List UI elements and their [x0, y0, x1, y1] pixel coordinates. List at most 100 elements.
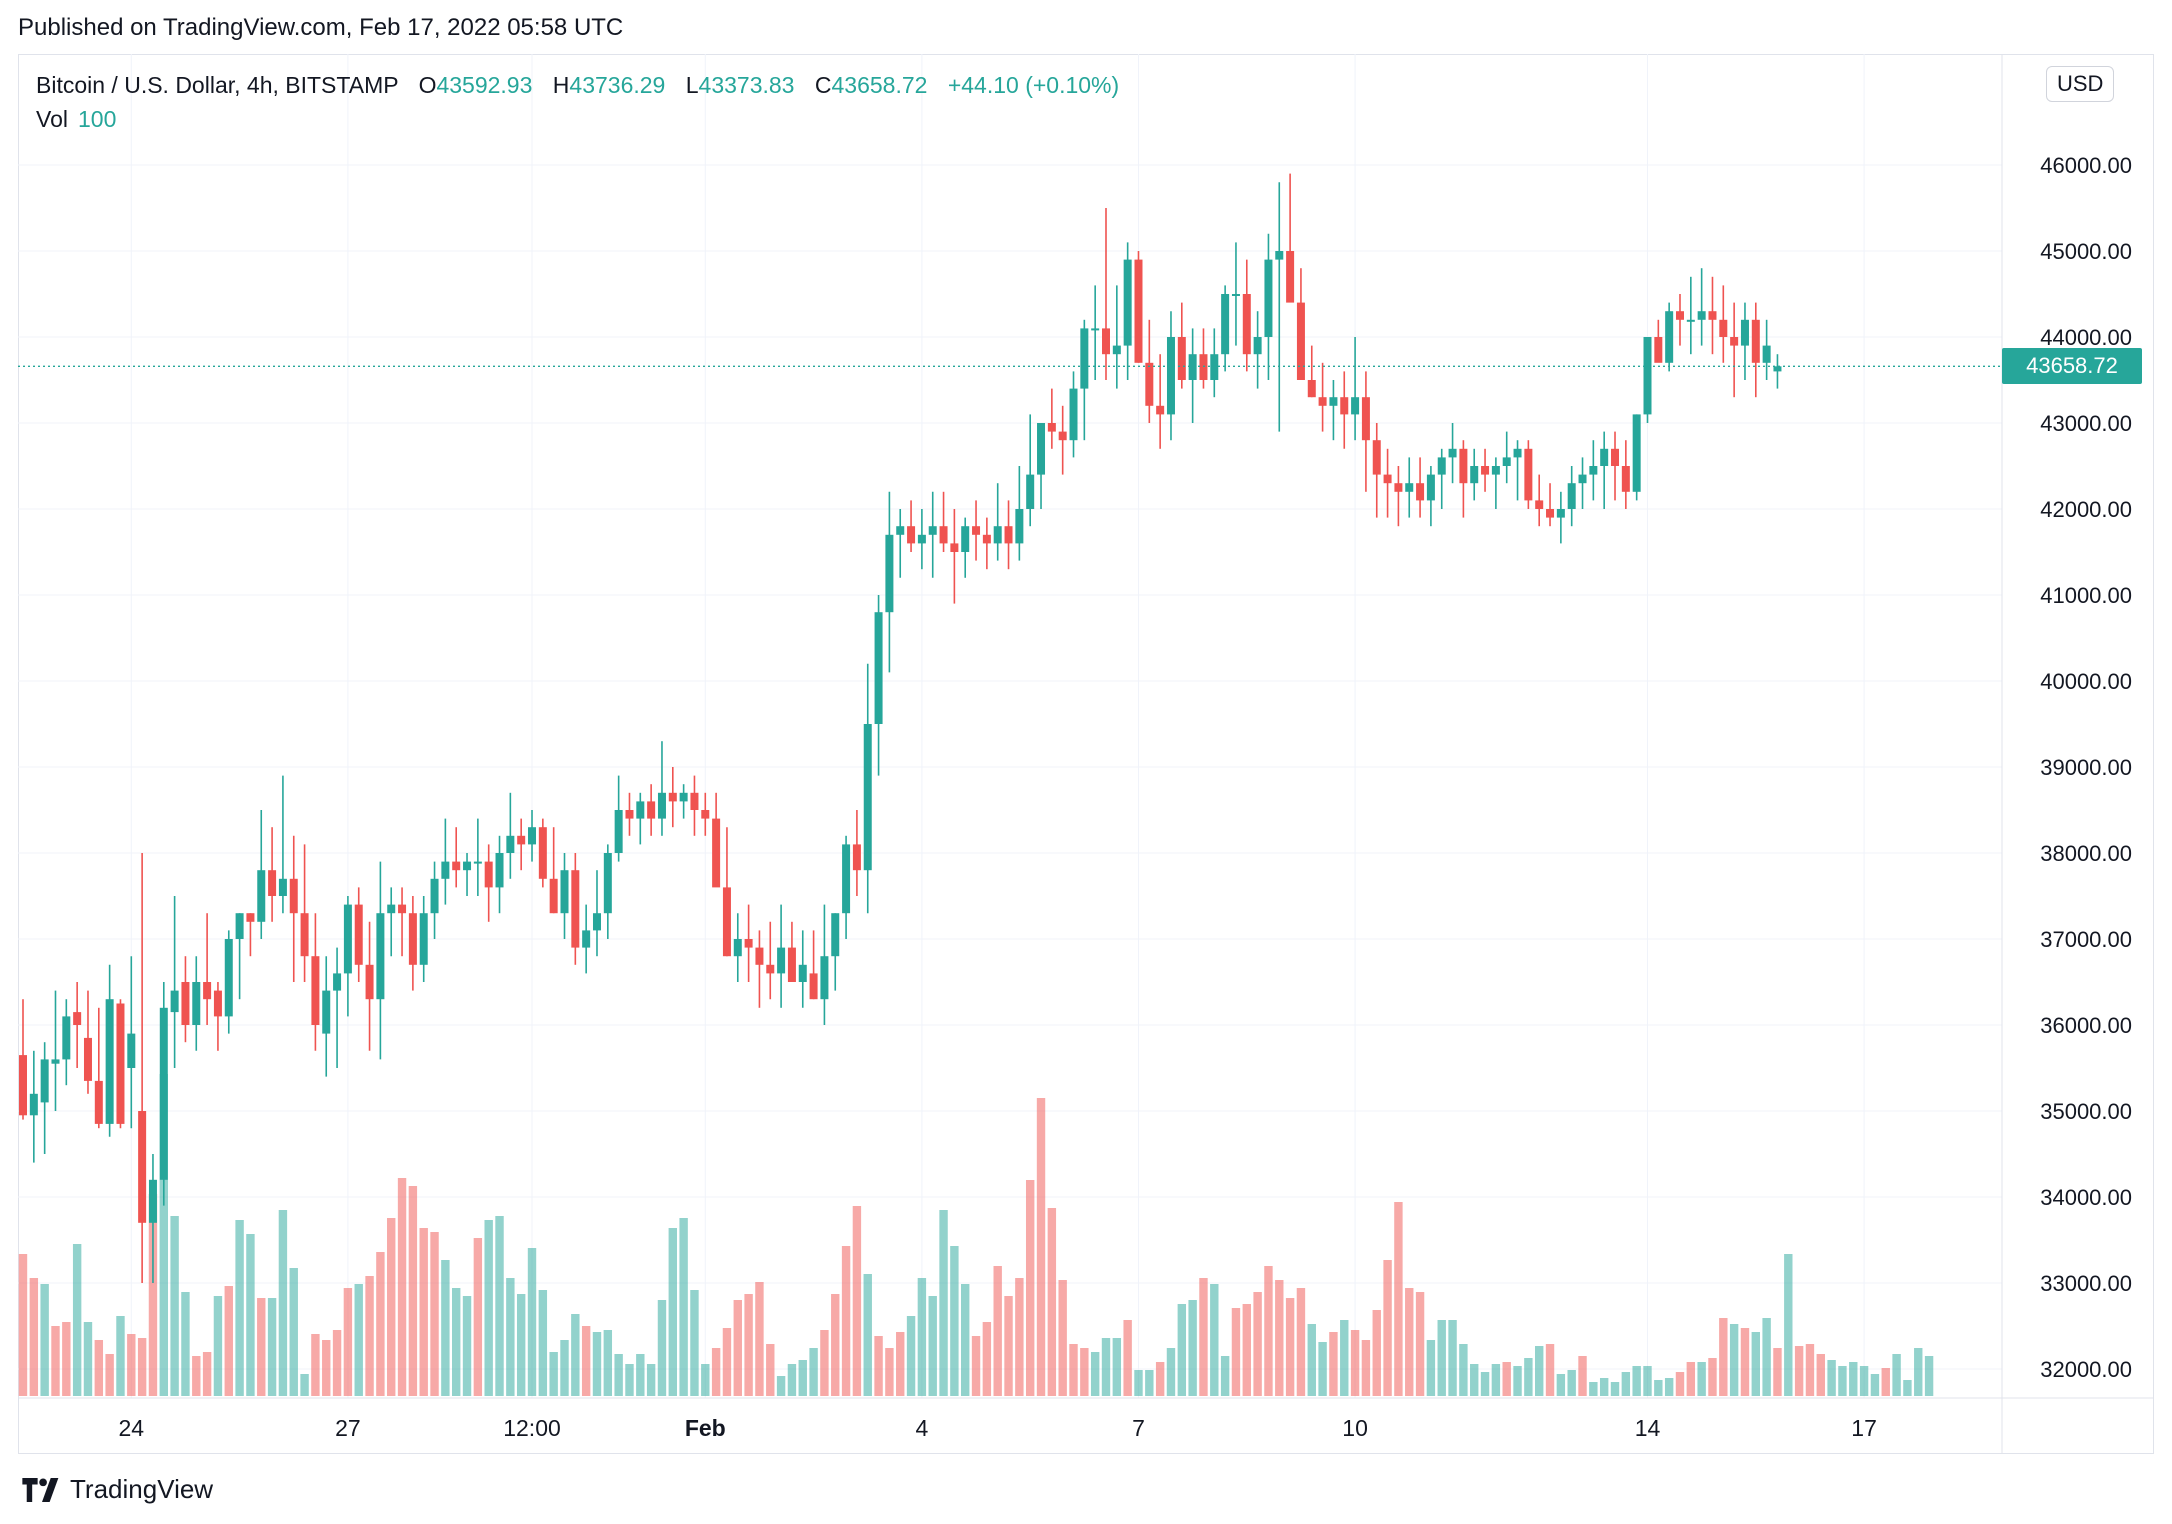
symbol-label[interactable]: Bitcoin / U.S. Dollar, 4h, BITSTAMP: [36, 72, 399, 98]
candle-body: [1556, 509, 1565, 518]
volume-bar: [928, 1296, 937, 1396]
volume-bar: [1101, 1338, 1111, 1396]
volume-bar: [1394, 1202, 1403, 1396]
volume-bar: [246, 1234, 255, 1396]
candle-body: [354, 904, 363, 965]
volume-bar: [809, 1348, 818, 1396]
candle-body: [300, 913, 309, 957]
candle-body: [917, 534, 926, 544]
candle-body: [1426, 474, 1435, 501]
volume-bar: [1578, 1356, 1587, 1396]
volume-bar: [1145, 1370, 1154, 1396]
volume-bar: [1242, 1304, 1251, 1396]
volume-bar: [181, 1292, 190, 1396]
candle-body: [538, 827, 547, 879]
volume-bar: [51, 1326, 60, 1396]
candle-body: [1643, 337, 1652, 415]
candle-body: [831, 913, 840, 957]
volume-bar: [1080, 1348, 1089, 1396]
volume-bar: [1036, 1098, 1046, 1396]
candle-body: [1361, 397, 1370, 441]
volume-bars: [18, 1074, 1934, 1396]
volume-bar: [387, 1218, 396, 1396]
candle-body: [1665, 311, 1674, 363]
time-tick-label: 10: [1342, 1415, 1368, 1441]
candle-body: [1177, 337, 1186, 380]
volume-bar: [1069, 1344, 1078, 1396]
currency-button[interactable]: USD: [2046, 66, 2115, 102]
volume-bar: [1892, 1354, 1901, 1396]
volume-bar: [354, 1284, 363, 1396]
volume-bar: [462, 1296, 472, 1396]
volume-bar: [1870, 1374, 1880, 1396]
volume-bar: [1686, 1362, 1696, 1396]
time-axis: 24 27 12:00 Feb 4 7 10 14 17: [18, 1397, 2154, 1441]
candle-body: [192, 982, 201, 1025]
candle-body: [1318, 397, 1327, 406]
candle-body: [1600, 448, 1609, 466]
candle-body: [365, 964, 374, 1000]
candle-body: [1448, 448, 1457, 458]
volume-bar: [581, 1326, 591, 1396]
candle-body: [105, 999, 114, 1124]
candle-body: [657, 792, 666, 819]
candle-body: [473, 861, 482, 864]
volume-bar: [1513, 1366, 1522, 1396]
candle-body: [744, 939, 753, 948]
volume-bar: [1643, 1366, 1652, 1396]
volume-bar: [1090, 1352, 1100, 1396]
volume-bar: [1004, 1296, 1013, 1396]
candle-body: [517, 835, 526, 845]
volume-bar: [105, 1354, 114, 1396]
candle-body: [1632, 414, 1641, 492]
volume-bar: [1134, 1370, 1143, 1396]
volume-bar: [116, 1316, 125, 1396]
chart-grid: [18, 54, 2002, 1398]
candle-body: [1156, 405, 1165, 415]
volume-bar: [906, 1316, 916, 1396]
volume-bar: [267, 1298, 277, 1396]
candle-body: [495, 853, 504, 888]
candle-body: [1112, 345, 1121, 355]
volume-bar: [72, 1244, 82, 1396]
volume-bar: [1480, 1372, 1490, 1396]
candle-body: [1730, 337, 1739, 346]
candle-body: [896, 526, 905, 535]
volume-bar: [1816, 1354, 1825, 1396]
candle-body: [1296, 302, 1305, 380]
volume-bar: [29, 1278, 39, 1396]
volume-bar: [289, 1268, 298, 1396]
last-price-tag: 43658.72: [2002, 348, 2142, 385]
candle-body: [1080, 328, 1089, 389]
candle-body: [246, 913, 255, 922]
candle-body: [51, 1059, 60, 1064]
footer-brand[interactable]: TradingView: [70, 1474, 214, 1504]
volume-label[interactable]: Vol: [36, 106, 68, 132]
volume-bar: [1610, 1382, 1620, 1396]
volume-bar: [473, 1238, 483, 1396]
price-tick-label: 35000.00: [2040, 1099, 2132, 1124]
candle-body: [961, 526, 970, 552]
volume-bar: [1773, 1348, 1782, 1396]
volume-bar: [950, 1246, 959, 1396]
price-tick-label: 36000.00: [2040, 1013, 2132, 1038]
candle-body: [625, 810, 634, 819]
volume-bar: [1697, 1362, 1706, 1396]
volume-bar: [408, 1186, 418, 1396]
candle-body: [278, 878, 287, 896]
candle-body: [1416, 483, 1425, 501]
low-value: 43373.83: [698, 72, 795, 98]
volume-bar: [62, 1322, 71, 1396]
volume-bar: [192, 1356, 201, 1396]
candle-body: [1166, 337, 1175, 415]
chart-frame[interactable]: [18, 54, 2154, 1454]
volume-bar: [224, 1286, 233, 1396]
price-tick-label: 33000.00: [2040, 1271, 2132, 1296]
volume-bar: [1285, 1298, 1295, 1396]
candle-body: [1004, 526, 1013, 544]
volume-bar: [885, 1348, 894, 1396]
time-tick-label: 17: [1851, 1415, 1877, 1441]
candle-body: [268, 870, 277, 896]
candle-body: [138, 1111, 147, 1223]
